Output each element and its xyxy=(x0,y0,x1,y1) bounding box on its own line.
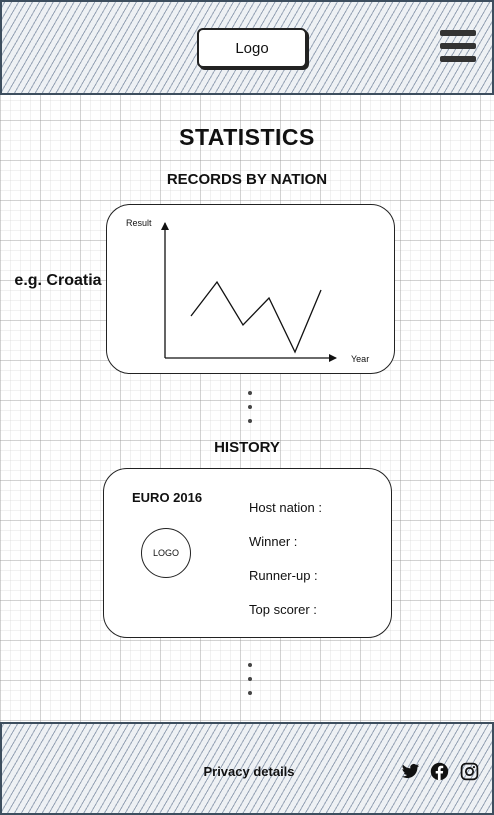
history-heading: HISTORY xyxy=(214,439,280,456)
series-line xyxy=(190,280,322,354)
logo-button[interactable]: Logo xyxy=(197,28,307,68)
event-title: EURO 2016 xyxy=(132,490,203,505)
event-logo: LOGO xyxy=(141,528,191,578)
more-dots-2 xyxy=(246,663,254,705)
runner-up-label: Runner-up : xyxy=(249,568,318,583)
more-dots-1 xyxy=(246,391,254,433)
hamburger-menu-icon[interactable] xyxy=(440,30,476,68)
top-scorer-label: Top scorer : xyxy=(249,602,317,617)
instagram-icon[interactable] xyxy=(460,762,479,781)
records-line-chart: Result Year xyxy=(126,218,369,364)
footer: Privacy details xyxy=(0,722,494,815)
page-title: STATISTICS xyxy=(179,124,315,150)
host-nation-label: Host nation : xyxy=(249,500,322,515)
history-card[interactable]: EURO 2016 LOGO Host nation : Winner : Ru… xyxy=(103,468,392,638)
privacy-details-link[interactable]: Privacy details xyxy=(203,764,295,779)
winner-label: Winner : xyxy=(249,534,298,549)
facebook-icon[interactable] xyxy=(430,762,449,781)
header: Logo xyxy=(0,0,494,95)
twitter-icon[interactable] xyxy=(401,762,420,781)
records-heading: RECORDS BY NATION xyxy=(166,171,328,188)
records-chart-card: Result Year xyxy=(106,204,395,374)
nation-example-label[interactable]: e.g. Croatia xyxy=(14,272,102,289)
x-axis-label: Year xyxy=(351,354,369,364)
y-axis-label: Result xyxy=(126,218,152,228)
